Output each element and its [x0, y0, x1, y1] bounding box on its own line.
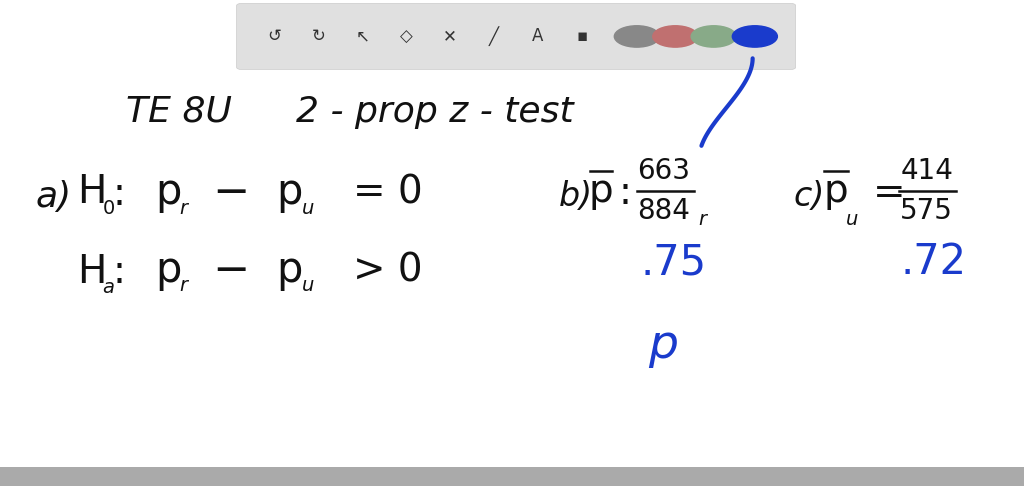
- Text: u: u: [846, 210, 858, 229]
- Text: p: p: [823, 172, 848, 209]
- Circle shape: [691, 26, 736, 47]
- Text: 2 - prop z - test: 2 - prop z - test: [296, 95, 574, 129]
- Text: .75: .75: [641, 242, 707, 283]
- Text: =: =: [872, 174, 905, 212]
- FancyBboxPatch shape: [237, 3, 796, 69]
- Text: ▪: ▪: [577, 27, 588, 46]
- Text: H: H: [77, 173, 106, 211]
- Text: p: p: [276, 249, 303, 291]
- Text: ◇: ◇: [400, 27, 413, 46]
- Text: :: :: [113, 253, 126, 291]
- Text: ✕: ✕: [443, 27, 457, 46]
- Text: a): a): [36, 180, 72, 214]
- Text: TE 8U: TE 8U: [126, 95, 232, 129]
- Text: 663: 663: [637, 157, 690, 185]
- Text: r: r: [698, 210, 707, 229]
- Text: .72: .72: [901, 242, 967, 283]
- Text: 884: 884: [637, 197, 690, 226]
- Circle shape: [732, 26, 777, 47]
- Text: ↺: ↺: [267, 27, 282, 46]
- Text: :: :: [113, 175, 126, 213]
- Text: a: a: [102, 278, 115, 297]
- Text: u: u: [302, 198, 314, 218]
- Text: r: r: [179, 198, 187, 218]
- Text: −: −: [212, 172, 249, 214]
- Text: p: p: [276, 171, 303, 213]
- Text: > 0: > 0: [353, 252, 423, 290]
- Text: 414: 414: [900, 157, 953, 185]
- Text: 575: 575: [900, 197, 953, 226]
- Text: ↖: ↖: [355, 27, 370, 46]
- Text: −: −: [212, 249, 249, 292]
- Text: ╱: ╱: [489, 27, 499, 46]
- Text: ↻: ↻: [311, 27, 326, 46]
- Bar: [0, 467, 1024, 486]
- Text: u: u: [302, 276, 314, 295]
- Text: 0: 0: [102, 198, 115, 218]
- Text: c): c): [794, 180, 825, 213]
- Text: p: p: [156, 249, 182, 291]
- Text: :: :: [618, 174, 632, 212]
- Text: p: p: [589, 172, 613, 209]
- Circle shape: [614, 26, 659, 47]
- Text: A: A: [532, 27, 544, 46]
- Text: r: r: [179, 276, 187, 295]
- Text: p: p: [156, 171, 182, 213]
- Text: = 0: = 0: [353, 174, 423, 212]
- Circle shape: [652, 26, 697, 47]
- Text: H: H: [77, 253, 106, 291]
- Text: p: p: [648, 323, 679, 367]
- Text: b): b): [559, 180, 593, 213]
